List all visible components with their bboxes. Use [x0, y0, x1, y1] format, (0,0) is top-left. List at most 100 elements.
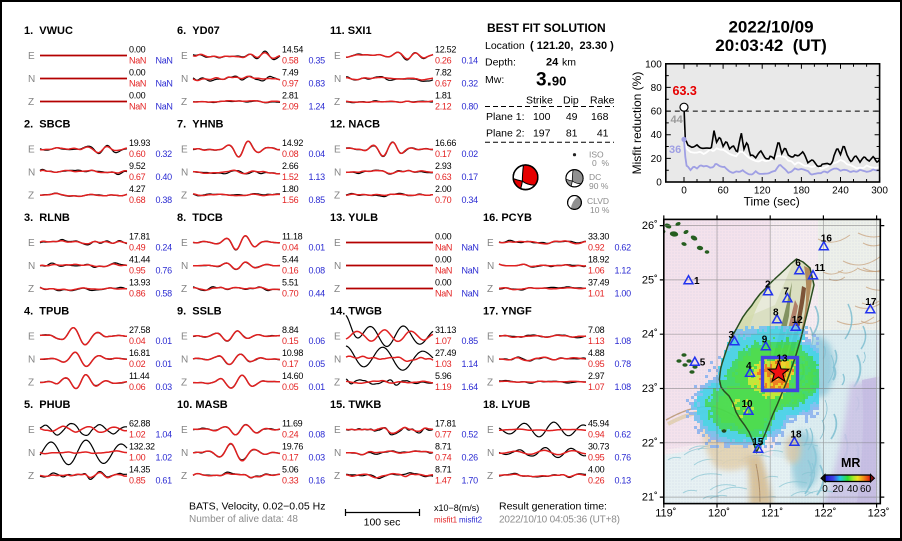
- svg-text:12.52: 12.52: [435, 44, 456, 54]
- svg-text:1.14: 1.14: [462, 359, 479, 369]
- svg-text:14.92: 14.92: [282, 138, 303, 148]
- svg-text:20: 20: [651, 154, 663, 165]
- svg-text:0.85: 0.85: [309, 195, 326, 205]
- svg-text:N: N: [487, 448, 494, 459]
- svg-text:1.56: 1.56: [282, 195, 299, 205]
- svg-text:Z: Z: [28, 378, 34, 389]
- svg-text:2.81: 2.81: [282, 90, 299, 100]
- svg-text:240: 240: [832, 186, 849, 197]
- svg-text:NaN: NaN: [435, 288, 452, 298]
- svg-text:37.49: 37.49: [588, 277, 609, 287]
- svg-text:26˚: 26˚: [642, 220, 658, 232]
- svg-text:( 121.20, 23.30 ): ( 121.20, 23.30 ): [530, 40, 614, 52]
- svg-text:36: 36: [669, 144, 681, 156]
- svg-text:2: 2: [765, 280, 771, 291]
- svg-text:0.04: 0.04: [129, 336, 146, 346]
- svg-text:Z: Z: [334, 284, 340, 295]
- svg-text:0.04: 0.04: [282, 242, 299, 252]
- svg-text:km: km: [562, 57, 576, 69]
- svg-text:NaN: NaN: [156, 78, 173, 88]
- svg-text:2.97: 2.97: [588, 371, 605, 381]
- svg-text:17. YNGF: 17. YNGF: [483, 306, 532, 318]
- svg-text:0.44: 0.44: [309, 288, 326, 298]
- svg-text:0.32: 0.32: [156, 149, 173, 159]
- svg-text:0.85: 0.85: [462, 336, 479, 346]
- svg-text:62.88: 62.88: [129, 418, 150, 428]
- svg-text:33.30: 33.30: [588, 231, 609, 241]
- svg-text:120˚: 120˚: [708, 508, 730, 520]
- svg-text:15: 15: [752, 437, 764, 448]
- svg-text:0.76: 0.76: [615, 452, 632, 462]
- svg-text:1.04: 1.04: [156, 429, 173, 439]
- svg-text:0.06: 0.06: [309, 336, 326, 346]
- svg-text:Z: Z: [334, 97, 340, 108]
- svg-text:2. SBCB: 2. SBCB: [24, 119, 71, 131]
- svg-text:40: 40: [651, 130, 663, 141]
- svg-text:1.81: 1.81: [435, 90, 452, 100]
- svg-text:17.81: 17.81: [129, 231, 150, 241]
- svg-text:100 sec: 100 sec: [364, 517, 401, 529]
- svg-text:15. TWKB: 15. TWKB: [330, 399, 381, 411]
- svg-text:0.05: 0.05: [309, 359, 326, 369]
- svg-text:13: 13: [777, 354, 789, 365]
- svg-text:0.03: 0.03: [156, 382, 173, 392]
- svg-text:0.61: 0.61: [156, 475, 173, 485]
- svg-text:8: 8: [773, 308, 779, 319]
- svg-text:19.93: 19.93: [129, 138, 150, 148]
- svg-text:N: N: [334, 355, 341, 366]
- svg-text:5.96: 5.96: [435, 371, 452, 381]
- svg-text:122˚: 122˚: [814, 508, 836, 520]
- svg-text:11.44: 11.44: [129, 371, 150, 381]
- svg-text:19.76: 19.76: [282, 441, 303, 451]
- svg-text:0.02: 0.02: [129, 359, 146, 369]
- svg-text:0.62: 0.62: [615, 242, 632, 252]
- svg-text:23˚: 23˚: [642, 383, 658, 395]
- svg-text:197: 197: [533, 128, 551, 140]
- svg-text:Z: Z: [487, 378, 493, 389]
- svg-text:0.95: 0.95: [588, 452, 605, 462]
- svg-text:E: E: [334, 51, 341, 62]
- svg-text:0.24: 0.24: [156, 242, 173, 252]
- svg-text:Result generation time:: Result generation time:: [499, 501, 607, 513]
- svg-text:Z: Z: [334, 378, 340, 389]
- svg-text:Z: Z: [487, 284, 493, 295]
- svg-text:0.49: 0.49: [129, 242, 146, 252]
- svg-text:BEST FIT SOLUTION: BEST FIT SOLUTION: [487, 21, 606, 35]
- svg-text:8. TDCB: 8. TDCB: [177, 212, 223, 224]
- svg-text:N: N: [28, 168, 35, 179]
- svg-text:Z: Z: [181, 97, 187, 108]
- svg-text:2.00: 2.00: [435, 184, 452, 194]
- svg-text:6. YD07: 6. YD07: [177, 25, 220, 37]
- svg-text:10: 10: [742, 399, 754, 410]
- svg-text:0.24: 0.24: [282, 429, 299, 439]
- svg-text:E: E: [28, 238, 35, 249]
- svg-text:0.95: 0.95: [588, 359, 605, 369]
- svg-text:Z: Z: [181, 471, 187, 482]
- svg-text:1.13: 1.13: [588, 336, 605, 346]
- svg-text:1.64: 1.64: [462, 382, 479, 392]
- svg-text:1.00: 1.00: [615, 288, 632, 298]
- svg-text:ISO: ISO: [589, 150, 604, 160]
- svg-text:40: 40: [847, 484, 859, 495]
- svg-text:N: N: [28, 74, 35, 85]
- svg-text:0.70: 0.70: [282, 288, 299, 298]
- svg-text:1.52: 1.52: [282, 172, 299, 182]
- svg-text:2.66: 2.66: [282, 161, 299, 171]
- svg-text:1.02: 1.02: [129, 429, 146, 439]
- svg-text:N: N: [487, 261, 494, 272]
- svg-text:10. MASB: 10. MASB: [177, 399, 228, 411]
- svg-text:132.32: 132.32: [129, 441, 155, 451]
- svg-text:1.19: 1.19: [435, 382, 452, 392]
- svg-text:0.35: 0.35: [309, 55, 326, 65]
- svg-text:Z: Z: [181, 378, 187, 389]
- svg-text:1.08: 1.08: [615, 382, 632, 392]
- svg-text:25˚: 25˚: [642, 274, 658, 286]
- svg-text:1.08: 1.08: [615, 336, 632, 346]
- svg-text:0.95: 0.95: [129, 265, 146, 275]
- svg-text:0.33: 0.33: [282, 475, 299, 485]
- svg-text:27.49: 27.49: [435, 348, 456, 358]
- svg-text:Dip: Dip: [563, 94, 579, 106]
- svg-text:4: 4: [746, 361, 752, 372]
- svg-text:0.00: 0.00: [129, 67, 146, 77]
- svg-text:N: N: [28, 448, 35, 459]
